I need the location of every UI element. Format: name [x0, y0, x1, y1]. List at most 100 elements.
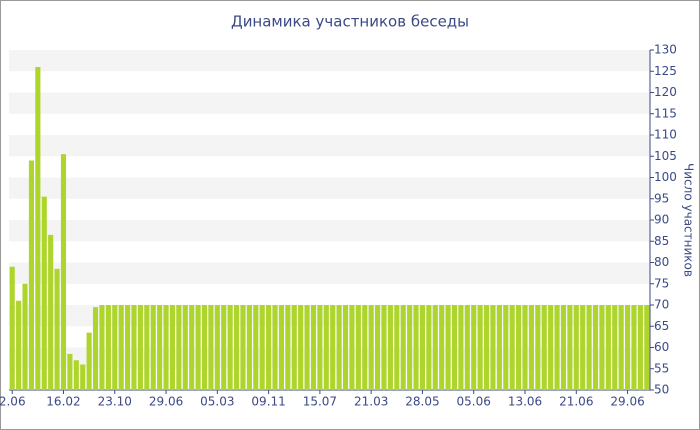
- bar: [73, 360, 79, 390]
- bar: [208, 305, 214, 390]
- y-tick-label: 100: [654, 170, 677, 184]
- bar: [375, 305, 381, 390]
- bar: [201, 305, 208, 390]
- bar: [509, 305, 515, 390]
- bar: [560, 305, 567, 390]
- bar: [483, 305, 490, 390]
- bar: [528, 305, 534, 390]
- bar: [169, 305, 176, 390]
- bar: [631, 305, 637, 390]
- bar: [67, 353, 73, 390]
- bar: [214, 305, 220, 390]
- bar: [612, 305, 618, 390]
- bar: [272, 305, 278, 390]
- grid-band: [9, 177, 650, 199]
- bar: [48, 234, 54, 390]
- y-tick-label: 90: [654, 213, 669, 227]
- bar: [240, 305, 246, 390]
- y-tick-label: 80: [654, 255, 669, 269]
- bar: [592, 305, 599, 390]
- bar: [548, 305, 554, 390]
- bar: [445, 305, 451, 390]
- bar: [60, 154, 67, 390]
- grid-band: [9, 92, 650, 114]
- bar: [355, 305, 361, 390]
- bar: [349, 305, 355, 390]
- x-tick-label: 29.06: [610, 395, 644, 409]
- grid-band: [9, 305, 650, 327]
- bar: [195, 305, 201, 390]
- bar: [157, 305, 163, 390]
- y-axis-title: Число участников: [682, 163, 696, 277]
- bar: [131, 305, 137, 390]
- bar: [586, 305, 592, 390]
- bar: [387, 305, 393, 390]
- y-tick-label: 125: [654, 64, 677, 78]
- bar: [86, 332, 92, 390]
- bar: [567, 305, 573, 390]
- x-tick-label: 21.03: [354, 395, 388, 409]
- bar: [41, 196, 47, 390]
- bar: [490, 305, 496, 390]
- x-tick-label: 05.06: [457, 395, 491, 409]
- bar: [105, 305, 111, 390]
- bar: [451, 305, 458, 390]
- bar: [16, 300, 22, 390]
- bar: [516, 305, 522, 390]
- y-tick-label: 75: [654, 276, 669, 290]
- bar: [330, 305, 336, 390]
- bar: [599, 305, 605, 390]
- bar: [92, 307, 99, 390]
- bar: [336, 305, 342, 390]
- bar: [368, 305, 374, 390]
- x-tick-label: 21.06: [559, 395, 593, 409]
- bar: [426, 305, 432, 390]
- bar: [163, 305, 169, 390]
- bar: [317, 305, 323, 390]
- bar: [407, 305, 413, 390]
- bar: [304, 305, 310, 390]
- bar: [394, 305, 400, 390]
- x-tick-label: 13.06: [508, 395, 542, 409]
- bar: [637, 305, 643, 390]
- bar: [266, 305, 272, 390]
- x-tick-label: 28.05: [405, 395, 439, 409]
- bar: [471, 305, 477, 390]
- bar: [644, 305, 650, 390]
- bar: [54, 268, 60, 390]
- bar: [137, 305, 143, 390]
- bar: [118, 305, 124, 390]
- bar: [9, 266, 15, 390]
- grid-band: [9, 220, 650, 242]
- bar: [342, 305, 349, 390]
- x-tick-label: 2.06: [0, 395, 26, 409]
- bar: [580, 305, 586, 390]
- y-tick-label: 65: [654, 319, 669, 333]
- bar: [535, 305, 541, 390]
- bar: [99, 305, 105, 390]
- bar: [362, 305, 368, 390]
- bar: [253, 305, 259, 390]
- x-tick-label: 29.06: [149, 395, 183, 409]
- bar: [112, 305, 118, 390]
- x-tick-label: 05.03: [200, 395, 234, 409]
- bar: [233, 305, 240, 390]
- y-tick-label: 95: [654, 191, 669, 205]
- bar: [503, 305, 509, 390]
- bar: [554, 305, 560, 390]
- y-tick-label: 120: [654, 85, 677, 99]
- grid-band: [9, 347, 650, 369]
- bar: [182, 305, 188, 390]
- bar: [522, 305, 528, 390]
- grid-band: [9, 262, 650, 284]
- y-tick-label: 115: [654, 106, 677, 120]
- bar: [35, 67, 41, 390]
- bar: [259, 305, 265, 390]
- bar: [291, 305, 297, 390]
- bar: [80, 364, 86, 390]
- bar: [28, 160, 34, 390]
- bar: [573, 305, 579, 390]
- x-tick-label: 09.11: [251, 395, 285, 409]
- bar: [176, 305, 182, 390]
- y-tick-label: 50: [654, 383, 669, 397]
